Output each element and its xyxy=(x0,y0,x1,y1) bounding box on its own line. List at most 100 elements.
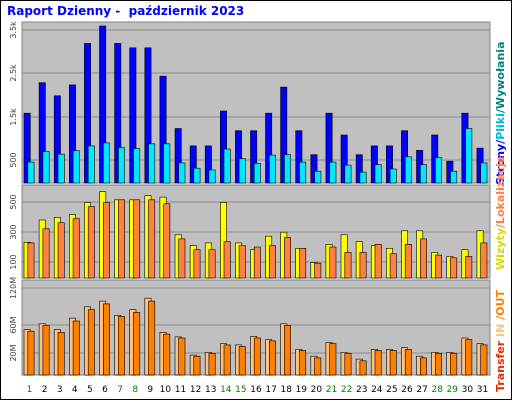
bar-out-day-25 xyxy=(389,350,397,376)
bar-out-day-19 xyxy=(299,350,307,376)
day-label: 9 xyxy=(147,385,153,395)
day-label: 18 xyxy=(280,385,292,395)
bar-strony-day-14 xyxy=(220,110,227,184)
bar-pliki-day-6 xyxy=(103,142,110,184)
y-tick-label: 500 xyxy=(9,194,18,209)
bar-lokalizacje-day-28 xyxy=(435,254,442,279)
day-label: 11 xyxy=(175,385,186,395)
bar-wizyty-day-14 xyxy=(220,202,227,279)
bar-out-day-6 xyxy=(103,303,110,376)
chart-panels: 500 1.5k 2.5k 3.5k 100 300 500 20M 60M 120M xyxy=(9,21,491,376)
bar-out-day-13 xyxy=(208,353,216,376)
legend-sep-1: / xyxy=(494,139,507,144)
bar-out-day-14 xyxy=(223,344,231,376)
bar-pliki-day-5 xyxy=(87,145,95,184)
bar-strony-day-16 xyxy=(250,130,258,184)
bar-lokalizacje-day-30 xyxy=(465,256,473,279)
bar-pliki-day-2 xyxy=(42,151,50,184)
bar-out-day-12 xyxy=(193,355,201,376)
bar-strony-day-13 xyxy=(204,145,212,184)
panel-1: 500 1.5k 2.5k 3.5k xyxy=(9,21,491,184)
bar-pliki-day-14 xyxy=(223,148,231,184)
bar-pliki-day-16 xyxy=(253,163,261,184)
bar-out-day-22 xyxy=(344,353,352,376)
bar-lokalizacje-day-24 xyxy=(374,244,382,279)
bar-out-day-21 xyxy=(329,343,337,376)
bar-out-day-4 xyxy=(72,320,80,376)
bar-out-day-26 xyxy=(404,349,412,376)
bar-pliki-day-11 xyxy=(178,162,186,184)
day-label: 28 xyxy=(431,385,443,395)
bar-strony-day-11 xyxy=(174,128,182,184)
bar-pliki-day-25 xyxy=(389,168,397,184)
bar-pliki-day-29 xyxy=(450,170,458,184)
bar-strony-day-7 xyxy=(114,43,122,184)
bar-pliki-day-15 xyxy=(238,158,246,184)
bar-pliki-day-8 xyxy=(133,148,141,184)
bar-strony-day-15 xyxy=(235,130,242,184)
bar-pliki-day-1 xyxy=(27,161,35,184)
bar-lokalizacje-day-13 xyxy=(208,249,216,279)
bar-lokalizacje-day-31 xyxy=(480,242,488,279)
bar-pliki-day-12 xyxy=(193,167,201,184)
bar-pliki-day-3 xyxy=(57,153,65,184)
legend-sep-3: / xyxy=(494,223,507,228)
bar-lokalizacje-day-6 xyxy=(103,202,110,279)
y-tick-label: 120M xyxy=(9,277,18,299)
day-label: 29 xyxy=(447,385,459,395)
bar-out-day-28 xyxy=(435,353,442,376)
day-label: 3 xyxy=(57,385,63,395)
bar-lokalizacje-day-27 xyxy=(419,238,427,279)
bar-out-day-8 xyxy=(133,312,141,376)
bar-out-day-30 xyxy=(465,339,473,376)
bar-lokalizacje-day-16 xyxy=(253,246,261,279)
bar-pliki-day-23 xyxy=(359,171,367,184)
bar-pliki-day-30 xyxy=(465,128,473,184)
y-tick-label: 60M xyxy=(9,316,18,333)
bar-lokalizacje-day-15 xyxy=(238,245,246,279)
day-label: 5 xyxy=(87,385,93,395)
bar-out-day-10 xyxy=(163,333,171,376)
legend-in: IN xyxy=(494,324,507,337)
bar-lokalizacje-day-29 xyxy=(450,257,458,279)
y-tick-label: 1.5k xyxy=(9,108,18,126)
bar-pliki-day-18 xyxy=(284,154,291,184)
bar-lokalizacje-day-1 xyxy=(27,242,35,279)
day-label: 16 xyxy=(250,385,262,395)
bar-lokalizacje-day-25 xyxy=(389,253,397,279)
bar-pliki-day-19 xyxy=(299,161,307,184)
bar-lokalizacje-day-23 xyxy=(359,252,367,279)
bar-strony-day-25 xyxy=(385,145,393,184)
bar-lokalizacje-day-26 xyxy=(404,244,412,279)
bar-lokalizacje-day-11 xyxy=(178,238,186,279)
bar-pliki-day-13 xyxy=(208,169,216,184)
bar-pliki-day-22 xyxy=(344,164,352,184)
bar-pliki-day-21 xyxy=(329,161,337,184)
bar-pliki-day-28 xyxy=(435,157,442,184)
bar-strony-day-3 xyxy=(53,95,61,184)
bar-out-day-11 xyxy=(178,337,186,376)
bar-out-day-3 xyxy=(57,331,65,376)
side-legend-middle: Wizyty/Lokalizacje xyxy=(494,156,507,270)
y-tick-label: 2.5k xyxy=(9,64,18,82)
legend-sep-6: / xyxy=(494,315,507,320)
bar-strony-day-23 xyxy=(355,154,363,184)
bar-pliki-day-9 xyxy=(148,143,156,184)
bar-lokalizacje-day-17 xyxy=(268,245,276,279)
y-tick-label: 20M xyxy=(9,344,18,361)
bar-pliki-day-4 xyxy=(72,150,80,184)
bar-lokalizacje-day-10 xyxy=(163,203,171,279)
bar-out-day-7 xyxy=(118,316,126,376)
bar-out-day-18 xyxy=(284,325,291,376)
day-label: 22 xyxy=(341,385,352,395)
day-label: 31 xyxy=(477,385,488,395)
legend-transfer: Transfer xyxy=(494,340,507,392)
y-tick-label: 3.5k xyxy=(9,21,18,39)
day-label: 23 xyxy=(356,385,367,395)
legend-sep-2: / xyxy=(494,108,507,113)
bar-lokalizacje-day-22 xyxy=(344,252,352,279)
bar-pliki-day-31 xyxy=(480,162,488,184)
day-label: 14 xyxy=(220,385,232,395)
day-label: 30 xyxy=(462,385,474,395)
